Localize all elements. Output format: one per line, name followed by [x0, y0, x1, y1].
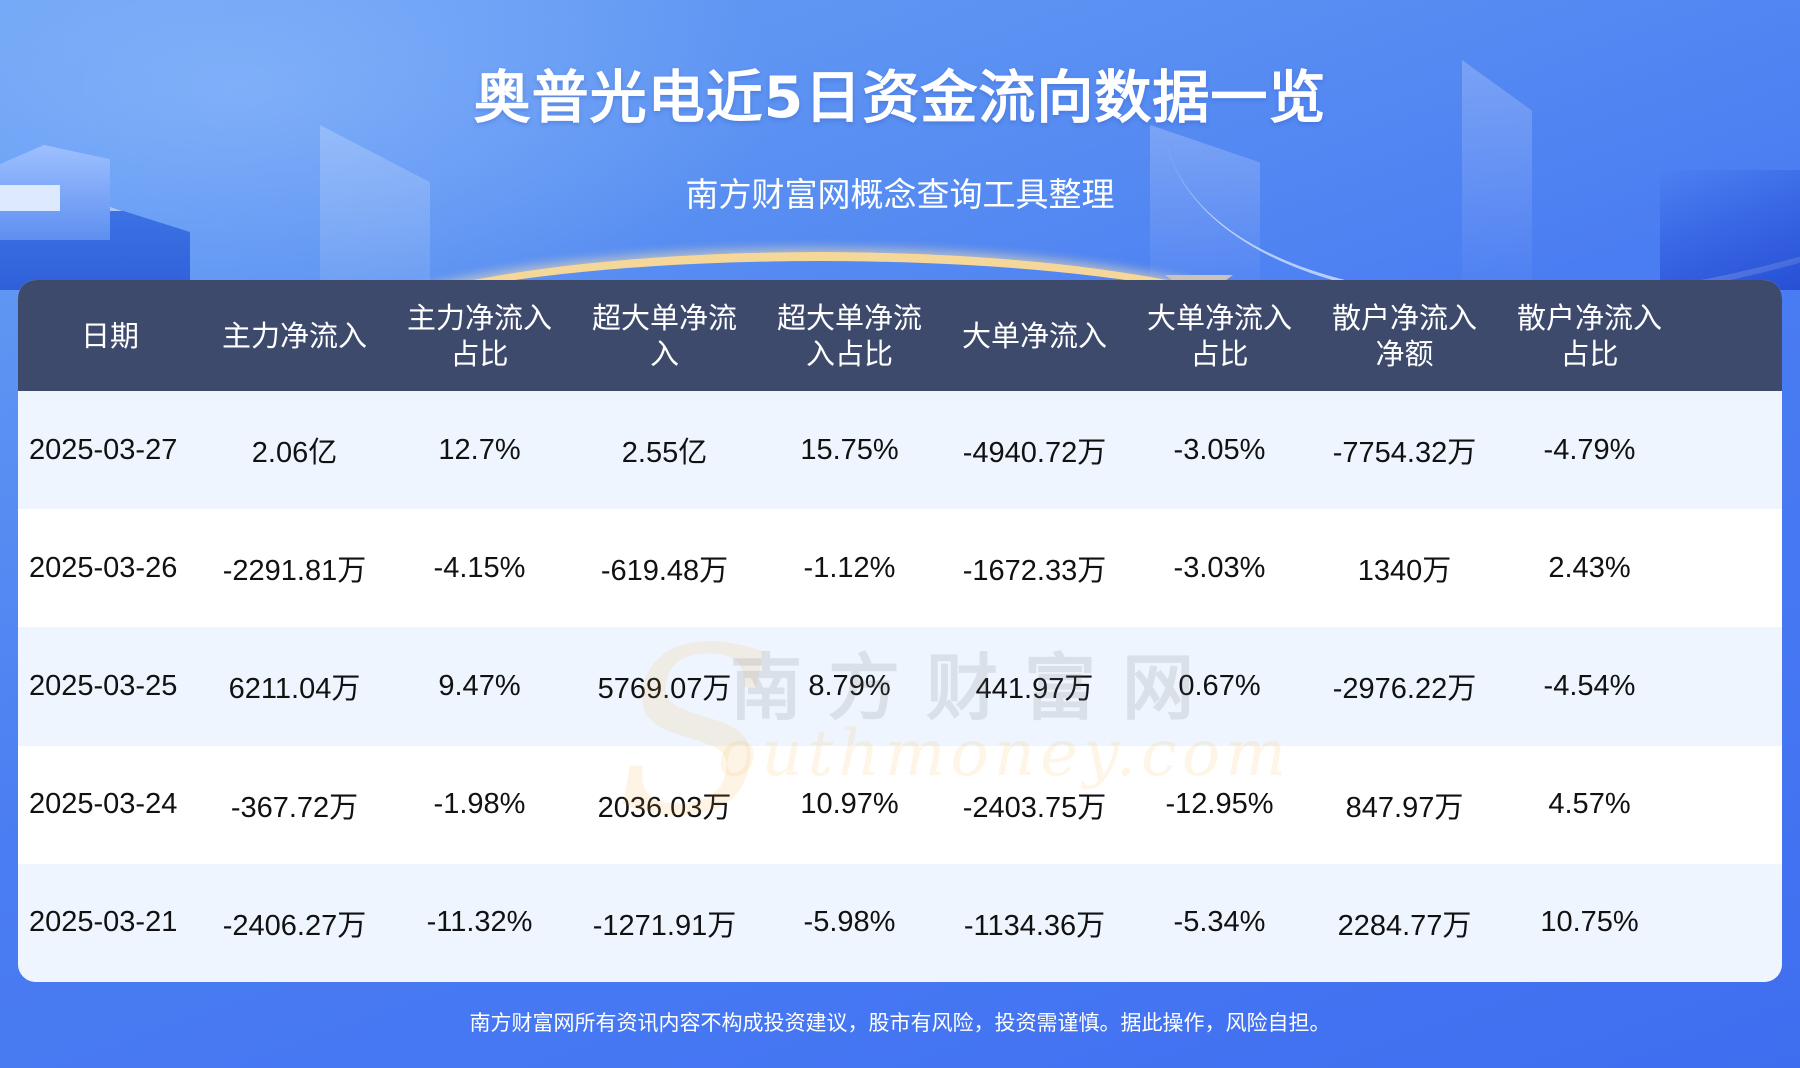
- column-header-retail-ratio: 散户净流入 占比: [1516, 300, 1662, 371]
- column-header-super-large-ratio: 超大单净流 入占比: [776, 300, 922, 371]
- cell-large-net-inflow: 441.97万: [975, 673, 1094, 706]
- cell-super-large-ratio: 15.75%: [800, 433, 899, 466]
- cell-large-ratio: -3.03%: [1173, 551, 1266, 584]
- disclaimer-footer: 南方财富网所有资讯内容不构成投资建议，股市有风险，投资需谨慎。据此操作，风险自担…: [469, 1011, 1331, 1035]
- cell-super-large-net-inflow: 2.55亿: [621, 437, 708, 470]
- cell-retail-ratio: 4.57%: [1548, 788, 1631, 821]
- cell-date: 2025-03-21: [29, 906, 178, 939]
- cell-retail-ratio: -4.79%: [1543, 433, 1636, 466]
- cell-large-ratio: -12.95%: [1165, 788, 1274, 821]
- page-title: 奥普光电近5日资金流向数据一览: [473, 65, 1327, 131]
- column-header-main-net-inflow: 主力净流入: [221, 318, 367, 353]
- page-subtitle: 南方财富网概念查询工具整理: [685, 175, 1115, 214]
- column-header-large-ratio: 大单净流入 占比: [1146, 300, 1292, 371]
- column-header-main-net-inflow-ratio: 主力净流入 占比: [406, 300, 552, 371]
- fund-flow-table: 日期 主力净流入 主力净流入 占比 超大单净流 入 超大单净流 入占比 大单净流…: [18, 280, 1782, 982]
- cell-retail-ratio: 10.75%: [1540, 906, 1639, 939]
- table-row: 2025-03-27 2.06亿 12.7% 2.55亿 15.75% -494…: [18, 391, 1782, 510]
- cell-main-ratio: -11.32%: [426, 906, 533, 939]
- table-row: 2025-03-24 -367.72万 -1.98% 2036.03万 10.9…: [18, 745, 1782, 864]
- cell-super-large-ratio: 10.97%: [800, 788, 899, 821]
- cell-super-large-net-inflow: 2036.03万: [597, 791, 732, 824]
- cell-large-ratio: -5.34%: [1173, 906, 1266, 939]
- cell-main-ratio: -4.15%: [433, 551, 526, 584]
- cell-retail-net-amount: 847.97万: [1345, 791, 1464, 824]
- decor-gold-arc: [320, 252, 1320, 290]
- cell-main-net-inflow: -2291.81万: [222, 555, 367, 588]
- cell-main-ratio: 9.47%: [438, 669, 521, 702]
- cell-super-large-ratio: -5.98%: [803, 906, 896, 939]
- table-row: 2025-03-25 6211.04万 9.47% 5769.07万 8.79%…: [18, 627, 1782, 746]
- cell-main-ratio: 12.7%: [438, 433, 521, 466]
- cell-large-net-inflow: -1672.33万: [962, 555, 1107, 588]
- table-row: 2025-03-21 -2406.27万 -11.32% -1271.91万 -…: [18, 863, 1782, 982]
- cell-super-large-ratio: -1.12%: [803, 551, 896, 584]
- table-row: 2025-03-26 -2291.81万 -4.15% -619.48万 -1.…: [18, 509, 1782, 628]
- cell-large-ratio: 0.67%: [1178, 669, 1261, 702]
- column-header-super-large-net-inflow: 超大单净流 入: [591, 300, 737, 371]
- cell-main-net-inflow: -2406.27万: [222, 909, 367, 942]
- cell-large-net-inflow: -2403.75万: [962, 791, 1107, 824]
- column-header-retail-net-amount: 散户净流入 净额: [1331, 300, 1477, 371]
- table-body: 2025-03-27 2.06亿 12.7% 2.55亿 15.75% -494…: [18, 391, 1782, 982]
- cell-date: 2025-03-26: [29, 551, 178, 584]
- cell-super-large-ratio: 8.79%: [808, 669, 891, 702]
- cell-retail-ratio: -4.54%: [1543, 669, 1636, 702]
- decor-corner-shade: [1660, 170, 1800, 290]
- cell-retail-net-amount: 2284.77万: [1337, 909, 1472, 942]
- cell-retail-net-amount: -7754.32万: [1332, 437, 1477, 470]
- cell-date: 2025-03-27: [29, 433, 178, 466]
- cell-main-ratio: -1.98%: [433, 788, 526, 821]
- cell-date: 2025-03-25: [29, 669, 178, 702]
- cell-large-net-inflow: -1134.36万: [963, 909, 1106, 942]
- decor-building-illustration: [0, 135, 190, 290]
- cell-super-large-net-inflow: 5769.07万: [597, 673, 732, 706]
- cell-date: 2025-03-24: [29, 788, 178, 821]
- column-header-large-net-inflow: 大单净流入: [961, 318, 1107, 353]
- cell-main-net-inflow: 6211.04万: [228, 673, 361, 706]
- header-banner: [0, 0, 1800, 290]
- cell-retail-net-amount: -2976.22万: [1332, 673, 1477, 706]
- cell-super-large-net-inflow: -619.48万: [600, 555, 729, 588]
- table-header: 日期 主力净流入 主力净流入 占比 超大单净流 入 超大单净流 入占比 大单净流…: [18, 280, 1782, 391]
- cell-large-net-inflow: -4940.72万: [962, 437, 1107, 470]
- cell-main-net-inflow: -367.72万: [230, 791, 359, 824]
- column-header-date: 日期: [80, 318, 139, 353]
- cell-retail-net-amount: 1340万: [1357, 555, 1452, 588]
- cell-retail-ratio: 2.43%: [1548, 551, 1631, 584]
- cell-large-ratio: -3.05%: [1173, 433, 1266, 466]
- cell-super-large-net-inflow: -1271.91万: [592, 909, 737, 942]
- cell-main-net-inflow: 2.06亿: [251, 437, 338, 470]
